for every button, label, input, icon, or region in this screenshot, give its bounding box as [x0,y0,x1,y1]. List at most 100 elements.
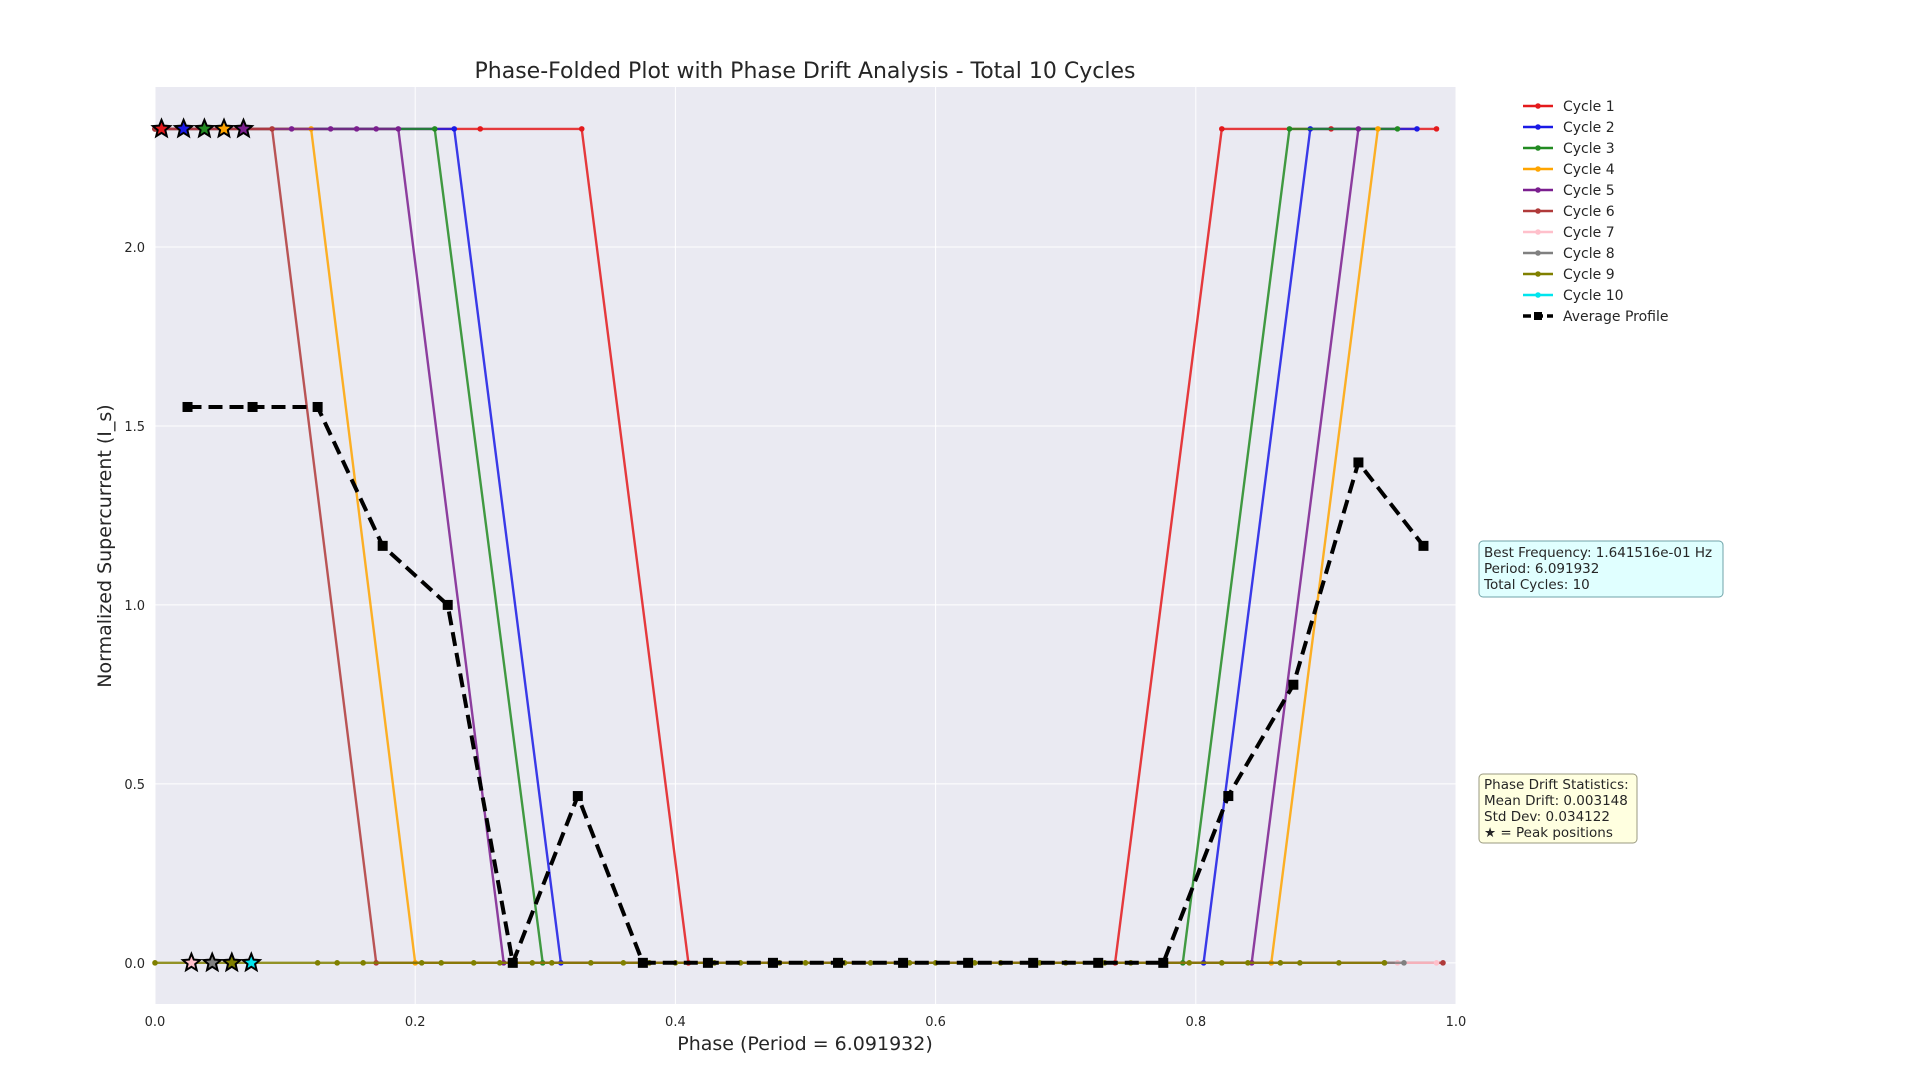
data-point [327,126,334,132]
data-point [702,957,713,968]
peak-star [240,951,263,973]
data-point [377,540,388,551]
y-tick-label: 1.0 [124,599,145,614]
x-axis-label: Phase (Period = 6.091932) [677,1033,933,1055]
data-point [1394,126,1401,132]
y-tick-label: 0.0 [124,957,145,972]
data-point [1297,960,1303,966]
data-point [353,126,360,132]
frequency-info-line: Total Cycles: 10 [1483,577,1590,593]
data-point [312,401,323,412]
data-point [767,957,778,968]
peak-star [232,117,255,139]
data-point [247,401,258,412]
legend-item: Average Profile [1523,309,1668,325]
data-point [833,957,844,968]
data-point [438,960,445,966]
x-tick-label: 0.6 [925,1015,946,1030]
chart-title: Phase-Folded Plot with Phase Drift Analy… [475,59,1136,84]
legend-item: Cycle 6 [1523,204,1615,220]
peak-star [150,117,173,139]
peak-markers [150,117,263,973]
drift-stats-frame [1478,773,1638,844]
legend-marker [1535,187,1541,193]
frequency-info-box: Best Frequency: 1.641516e-01 Hz Period: … [1478,540,1724,598]
data-point [1288,679,1299,690]
data-point [1219,960,1225,966]
legend-label: Average Profile [1563,309,1668,325]
plot-background [155,87,1456,1004]
frequency-info-frame [1478,540,1724,598]
legend-label: Cycle 5 [1563,183,1615,199]
x-tick-label: 0.8 [1185,1015,1206,1030]
legend-marker [1534,312,1542,320]
legend-label: Cycle 8 [1563,246,1615,262]
data-point [802,960,809,966]
data-point [269,126,275,132]
data-point [1440,960,1446,966]
tick-labels: 0.0 0.2 0.4 0.6 0.8 1.0 0.0 0.5 1.0 1.5 2.0 [124,241,1466,1030]
series-average-profile [182,401,1429,968]
peak-star [220,951,243,973]
peak-star [180,951,203,973]
legend-item: Cycle 8 [1523,246,1615,262]
data-point [1433,960,1440,966]
legend-marker [1535,271,1541,277]
x-tick-label: 0.4 [665,1015,686,1030]
legend-item: Cycle 5 [1523,183,1615,199]
data-point [395,126,402,132]
peak-star [172,117,195,139]
peak-star [193,117,216,139]
legend-label: Cycle 9 [1563,267,1615,283]
legend-label: Cycle 7 [1563,225,1615,241]
data-point [470,960,477,966]
data-point [507,957,518,968]
data-point [1028,957,1039,968]
legend-marker [1535,250,1541,256]
data-point [431,126,438,132]
data-point [1186,960,1193,966]
legend-item: Cycle 1 [1523,99,1615,115]
series-layer [152,126,1446,968]
data-point [182,401,193,412]
drift-stats-line: ★ = Peak positions [1484,825,1613,841]
legend: Cycle 1 Cycle 2 Cycle 3 Cycle 4 Cycle 5 Cycle… [1523,99,1668,325]
legend-label: Cycle 3 [1563,141,1615,157]
data-point [1219,126,1225,132]
y-axis-label: Normalized Supercurrent (I_s) [94,404,116,687]
data-point [373,126,379,132]
y-tick-label: 0.5 [124,778,145,793]
legend-item: Cycle 3 [1523,141,1615,157]
legend-marker [1535,166,1541,172]
legend-label: Cycle 1 [1563,99,1615,115]
series-line [187,405,1426,965]
frequency-info-line: Best Frequency: 1.641516e-01 Hz [1484,545,1712,561]
drift-stats-box: Phase Drift Statistics: Mean Drift: 0.00… [1478,773,1638,844]
data-point [549,960,555,966]
x-tick-label: 1.0 [1446,1015,1467,1030]
legend-label: Cycle 6 [1563,204,1615,220]
data-point [1401,960,1407,966]
data-point [451,126,458,132]
data-point [1375,126,1381,132]
legend-marker [1535,208,1541,214]
legend-item: Cycle 4 [1523,162,1615,178]
legend-marker [1535,145,1541,151]
data-point [1158,957,1169,968]
data-point [1286,126,1293,132]
data-point [588,960,594,966]
data-point [620,960,627,966]
data-point [442,599,453,610]
frequency-info-line: Period: 6.091932 [1484,561,1599,577]
data-point [971,960,978,966]
data-point [906,960,913,966]
legend-marker [1535,124,1541,130]
data-point [898,957,909,968]
data-point [1353,457,1364,468]
drift-stats-line: Phase Drift Statistics: [1484,777,1629,793]
drift-stats-line: Mean Drift: 0.003148 [1484,793,1628,809]
data-point [496,960,503,966]
data-point [578,126,585,132]
legend-label: Cycle 2 [1563,120,1615,136]
data-point [1277,960,1284,966]
